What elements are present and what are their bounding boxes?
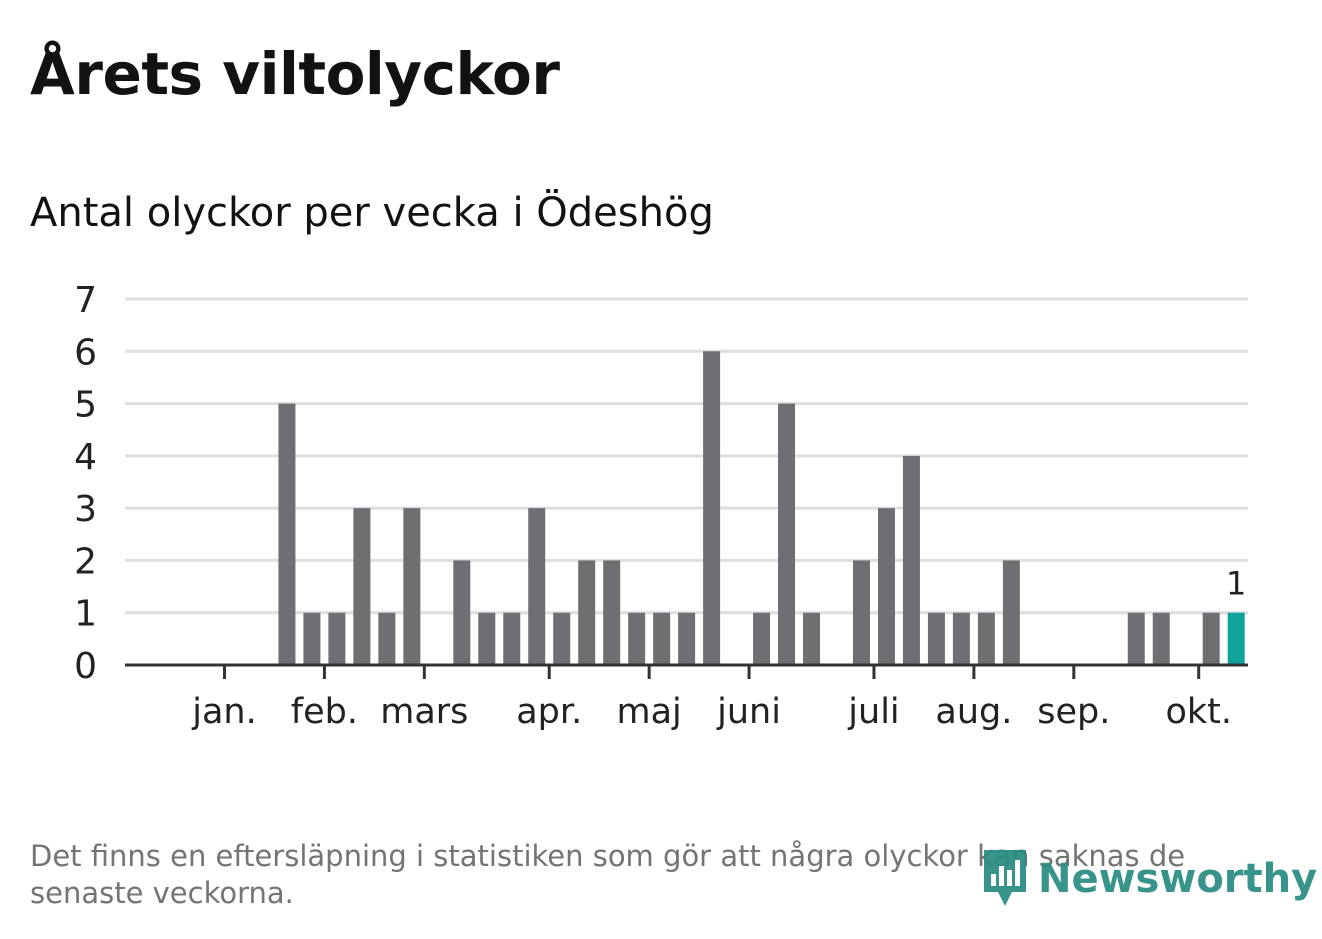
brand-logo: Newsworthy (980, 848, 1317, 910)
x-tick-label-maj: maj (617, 692, 682, 732)
y-tick-label-7: 7 (74, 280, 97, 321)
bar (902, 455, 920, 665)
chart-title: Årets viltolyckor (30, 40, 560, 108)
data-labels: 1 (1226, 565, 1246, 603)
x-tick-label-aug: aug. (935, 692, 1012, 732)
bar (653, 612, 671, 665)
bar (553, 612, 571, 665)
y-tick-label-3: 3 (74, 489, 97, 530)
bar (503, 612, 521, 665)
y-tick-label-4: 4 (74, 437, 97, 478)
y-tick-label-1: 1 (74, 594, 97, 635)
x-tick-label-feb: feb. (291, 692, 358, 732)
bar (528, 508, 546, 665)
newsworthy-logo-icon (984, 850, 1026, 906)
bar (703, 351, 721, 665)
bar-highlight (1227, 612, 1245, 665)
x-axis-ticks: jan. feb. mars apr. maj juni juli aug. sep. okt. (191, 665, 1232, 732)
bars (278, 351, 1245, 665)
x-tick-label-jan: jan. (191, 692, 256, 732)
bar (753, 612, 771, 665)
x-tick-label-okt: okt. (1165, 692, 1232, 732)
y-axis-ticks: 0 1 2 3 4 5 6 7 (74, 280, 97, 687)
y-tick-label-2: 2 (74, 541, 97, 582)
x-tick-label-mars: mars (380, 692, 468, 732)
bar (877, 508, 895, 665)
brand-name: Newsworthy (1038, 856, 1318, 902)
x-tick-label-juli: juli (847, 692, 899, 732)
bar (478, 612, 496, 665)
bar (603, 560, 621, 665)
bar (1127, 612, 1145, 665)
bar (1152, 612, 1170, 665)
y-tick-label-6: 6 (74, 332, 97, 373)
bar (303, 612, 321, 665)
bar (353, 508, 371, 665)
x-tick-label-juni: juni (716, 692, 781, 732)
bar (378, 612, 396, 665)
bar (678, 612, 696, 665)
bar (1002, 560, 1020, 665)
y-tick-label-0: 0 (74, 646, 97, 687)
bar-chart: 0 1 2 3 4 5 6 7 jan. feb. mars apr. maj juni juli aug.… (74, 280, 1248, 732)
bar (328, 612, 346, 665)
bar (278, 403, 296, 665)
bar (778, 403, 796, 665)
bar (952, 612, 970, 665)
bar (1202, 612, 1220, 665)
bar (852, 560, 870, 665)
bar (927, 612, 945, 665)
y-tick-label-5: 5 (74, 385, 97, 426)
bar (628, 612, 646, 665)
bar (803, 612, 821, 665)
bar (403, 508, 421, 665)
bar (977, 612, 995, 665)
bar (578, 560, 596, 665)
bar (453, 560, 471, 665)
chart-subtitle: Antal olyckor per vecka i Ödeshög (30, 190, 714, 236)
x-tick-label-sep: sep. (1037, 692, 1110, 732)
data-label-highlight: 1 (1226, 565, 1246, 603)
x-tick-label-apr: apr. (516, 692, 582, 732)
